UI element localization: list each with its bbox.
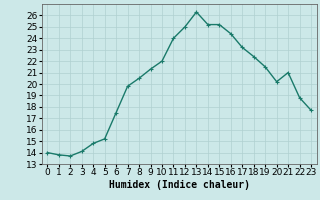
X-axis label: Humidex (Indice chaleur): Humidex (Indice chaleur) [109,180,250,190]
